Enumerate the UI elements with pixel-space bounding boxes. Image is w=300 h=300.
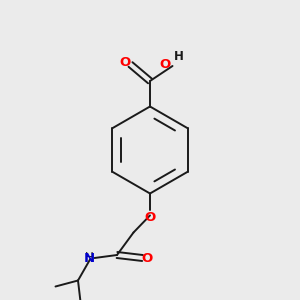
Text: O: O xyxy=(144,211,156,224)
Text: O: O xyxy=(160,58,171,71)
Text: O: O xyxy=(141,251,152,265)
Text: N: N xyxy=(84,252,95,265)
Text: H: H xyxy=(85,251,93,264)
Text: H: H xyxy=(174,50,184,63)
Text: O: O xyxy=(119,56,131,70)
